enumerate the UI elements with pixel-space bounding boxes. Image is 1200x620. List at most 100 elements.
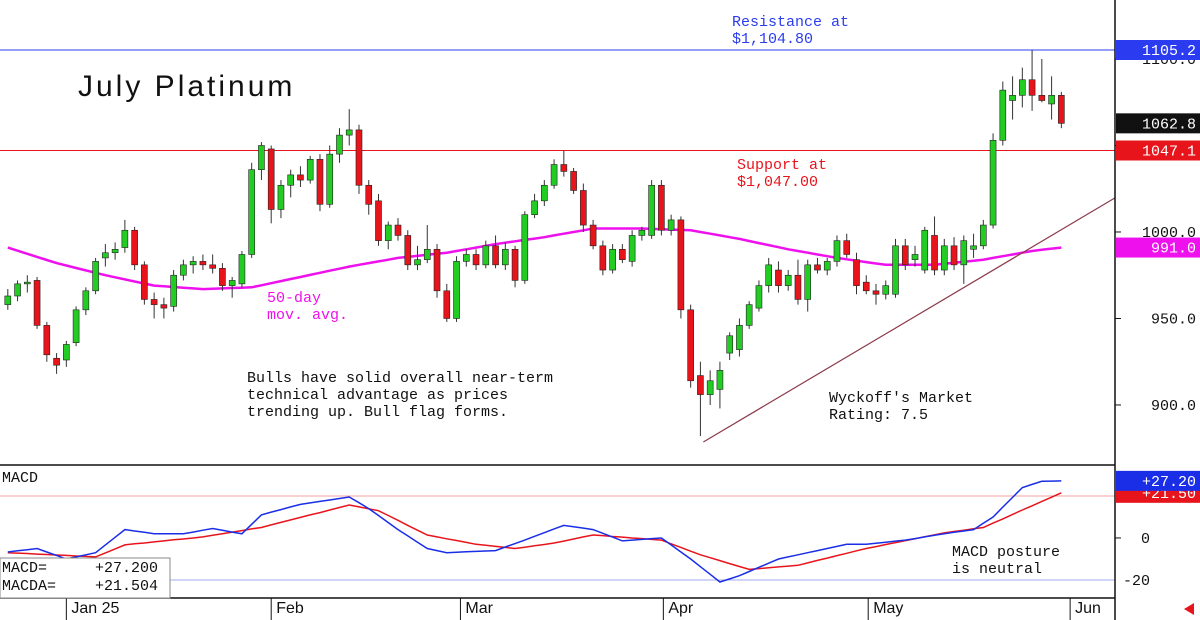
candle-body xyxy=(92,261,99,292)
candle-body xyxy=(1019,79,1026,96)
annotation: Bulls have solid overall near-term xyxy=(247,370,553,387)
candle-body xyxy=(414,259,421,266)
candle-body xyxy=(102,252,109,259)
candle-body xyxy=(823,261,831,271)
candle-body xyxy=(784,274,792,286)
candle-body xyxy=(628,235,636,262)
candle-body xyxy=(667,219,675,231)
candle-body xyxy=(180,264,187,276)
candle-body xyxy=(658,184,665,231)
candle-body xyxy=(560,164,568,172)
candle-body xyxy=(345,129,353,136)
text-layer: July Platinum MACD Resistance at$1,104.8… xyxy=(2,14,1060,578)
candle-body xyxy=(1048,95,1055,105)
candle-body xyxy=(248,169,255,255)
candle-body xyxy=(121,229,129,248)
level-label: Resistance at xyxy=(732,14,849,31)
candle-body xyxy=(33,280,41,326)
candle-body xyxy=(72,309,80,343)
moving-average xyxy=(7,227,1062,291)
candle-body xyxy=(589,224,597,247)
candle-body xyxy=(82,290,90,311)
candle-body xyxy=(999,89,1007,141)
candle-body xyxy=(423,248,431,260)
candle-body xyxy=(63,344,70,361)
candle-body xyxy=(394,224,402,236)
candle-body xyxy=(384,224,392,241)
candle-body xyxy=(765,264,772,286)
level-label: Support at xyxy=(737,157,827,174)
candle-body xyxy=(648,184,655,236)
candle-body xyxy=(531,200,538,215)
tag-layer: 1105.21047.1991.01062.8+21.50+27.20MACD=… xyxy=(0,39,1200,599)
candle-body xyxy=(882,285,890,295)
candle-body xyxy=(502,248,509,266)
candle-body xyxy=(199,261,207,266)
macd-line xyxy=(7,492,1062,571)
macd-line xyxy=(7,480,1062,583)
candle-body xyxy=(453,261,460,319)
candle-body xyxy=(189,261,197,266)
candle-body xyxy=(745,304,753,326)
candle-body xyxy=(1038,95,1046,101)
candle-body xyxy=(492,245,499,266)
candle-body xyxy=(872,290,880,295)
candle-body xyxy=(297,174,304,181)
candle-body xyxy=(160,304,168,309)
price-tag-label: 991.0 xyxy=(1151,241,1196,258)
price-tag-label: 1062.8 xyxy=(1142,116,1196,133)
candle-body xyxy=(1028,79,1036,96)
candle-body xyxy=(794,274,802,300)
candle-body xyxy=(267,148,275,210)
x-tick-label: Jun xyxy=(1075,600,1101,617)
candle-body xyxy=(931,235,938,271)
x-tick-label: Jan 25 xyxy=(71,600,119,617)
candle-body xyxy=(521,214,529,281)
line-layer xyxy=(0,49,1116,583)
scroll-arrow xyxy=(1184,603,1194,615)
candle-body xyxy=(862,281,870,292)
y-tick-label: 950.0 xyxy=(1151,311,1196,328)
candle-body xyxy=(306,159,314,181)
price-tag-label: +27.20 xyxy=(1142,474,1196,491)
candle-body xyxy=(150,299,158,305)
x-tick-label: Mar xyxy=(465,600,493,617)
x-tick-label: Feb xyxy=(276,600,304,617)
candle-body xyxy=(277,184,285,210)
level-label: $1,047.00 xyxy=(737,174,818,191)
candle-body xyxy=(511,248,519,281)
candle-body xyxy=(355,129,363,186)
candle-body xyxy=(375,200,382,241)
candle-body xyxy=(940,245,948,271)
candle-body xyxy=(989,139,997,226)
candle-body xyxy=(619,248,626,260)
candle-body xyxy=(833,240,841,262)
candle-body xyxy=(950,245,958,266)
candle-body xyxy=(970,245,977,250)
candle-body xyxy=(980,224,987,247)
candle-body xyxy=(550,164,558,186)
candle-body xyxy=(1009,95,1016,101)
candle-body xyxy=(911,254,919,260)
candle-body xyxy=(853,259,860,286)
annotation: trending up. Bull flag forms. xyxy=(247,404,508,421)
annotation: Wyckoff's Market xyxy=(829,390,973,407)
y-tick-label: -20 xyxy=(1123,573,1150,590)
price-tag xyxy=(1116,39,1200,60)
candle-body xyxy=(209,264,216,269)
candle-body xyxy=(170,274,177,307)
candle-body xyxy=(638,229,646,236)
annotation: technical advantage as prices xyxy=(247,387,508,404)
candle-body xyxy=(131,229,138,266)
candle-body xyxy=(228,280,236,286)
candle-body xyxy=(219,268,226,286)
candle-body xyxy=(541,184,548,202)
candle-body xyxy=(365,184,373,205)
legend-box xyxy=(0,557,171,599)
candle-body xyxy=(472,254,480,266)
annotation: Rating: 7.5 xyxy=(829,407,928,424)
candle-body xyxy=(726,335,733,354)
price-tag-label: 1047.1 xyxy=(1142,143,1196,160)
candle-body xyxy=(326,153,334,205)
